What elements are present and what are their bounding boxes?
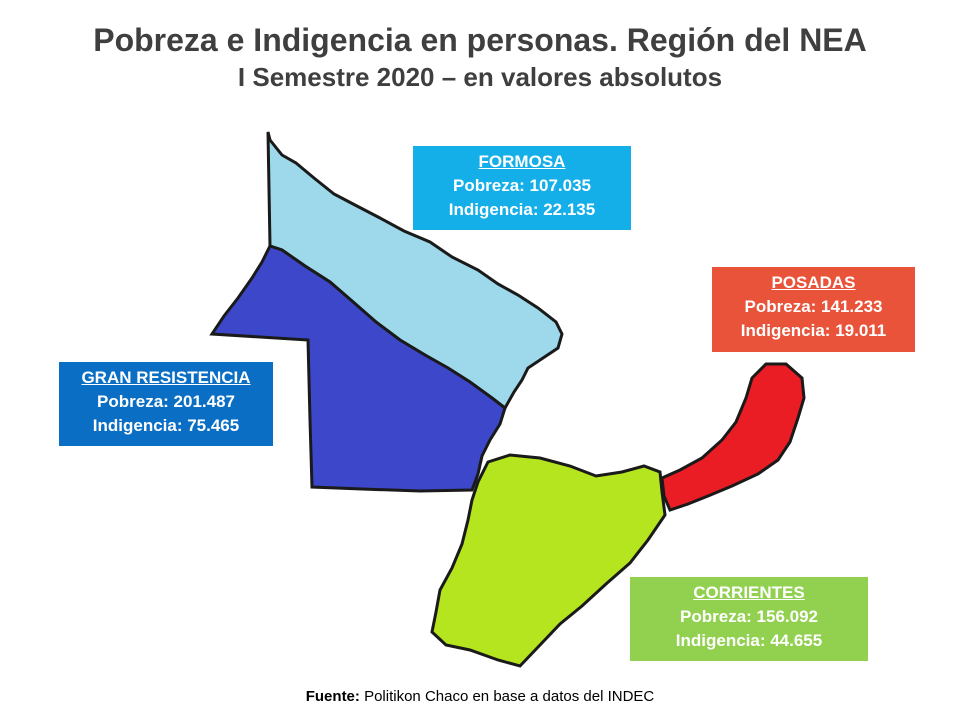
corrientes-label-box: CORRIENTES Pobreza: 156.092 Indigencia: … (630, 577, 868, 661)
chart-subtitle: I Semestre 2020 – en valores absolutos (237, 62, 723, 92)
formosa-label-box: FORMOSA Pobreza: 107.035 Indigencia: 22.… (413, 146, 631, 230)
gran-resistencia-name: GRAN RESISTENCIA (81, 368, 251, 387)
corrientes-name: CORRIENTES (693, 583, 805, 602)
source-text: Politikon Chaco en base a datos del INDE… (359, 688, 655, 705)
posadas-label-box: POSADAS Pobreza: 141.233 Indigencia: 19.… (712, 267, 915, 352)
formosa-indigencia: Indigencia: 22.135 (448, 200, 596, 219)
posadas-pobreza: Pobreza: 141.233 (744, 297, 883, 316)
source-note: Fuente: Politikon Chaco en base a datos … (0, 688, 960, 705)
formosa-name: FORMOSA (478, 152, 566, 171)
corrientes-region (430, 453, 667, 668)
corrientes-pobreza: Pobreza: 156.092 (680, 607, 818, 626)
posadas-region (660, 362, 806, 512)
formosa-pobreza: Pobreza: 107.035 (453, 176, 591, 195)
source-label: Fuente: (305, 688, 360, 705)
gran-resistencia-region (209, 244, 507, 493)
posadas-indigencia: Indigencia: 19.011 (740, 321, 887, 340)
gran-resistencia-pobreza: Pobreza: 201.487 (97, 392, 235, 411)
corrientes-indigencia: Indigencia: 44.655 (675, 631, 823, 650)
chart-title: Pobreza e Indigencia en personas. Región… (93, 22, 867, 58)
posadas-name: POSADAS (771, 273, 856, 292)
gran-resistencia-label-box: GRAN RESISTENCIA Pobreza: 201.487 Indige… (59, 362, 273, 446)
gran-resistencia-indigencia: Indigencia: 75.465 (92, 416, 240, 435)
